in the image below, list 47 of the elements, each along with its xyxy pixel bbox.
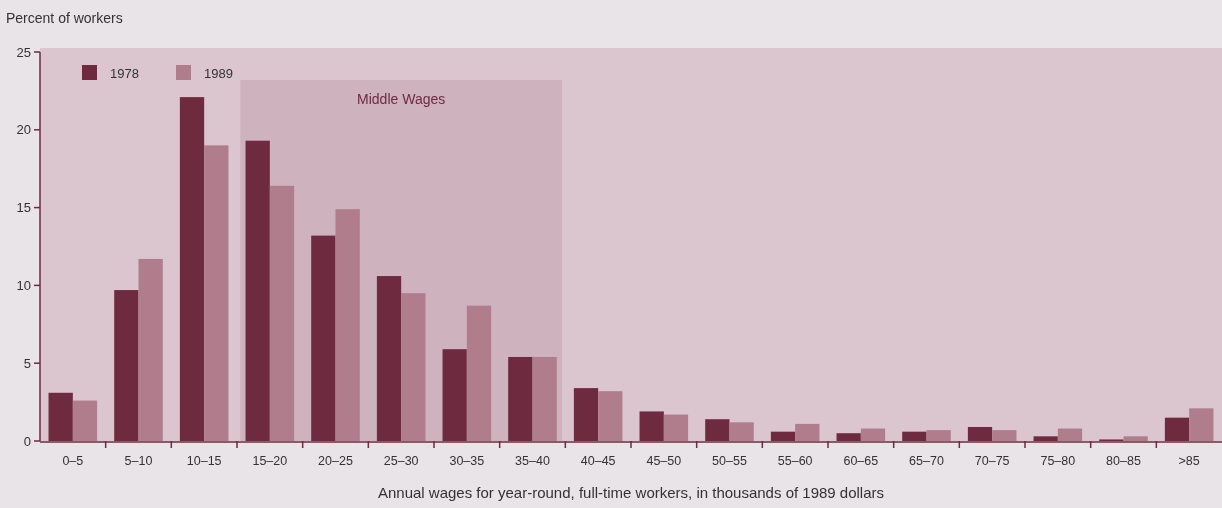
- y-tick-label: 15: [16, 200, 31, 216]
- x-tick-label: 65–70: [909, 454, 944, 468]
- x-tick-label: 25–30: [383, 454, 419, 468]
- bar: [269, 185, 295, 441]
- x-tick-label: 40–45: [580, 454, 616, 468]
- bar: [663, 414, 689, 441]
- bar: [1057, 428, 1083, 441]
- bar: [992, 430, 1017, 441]
- x-tick-label: 80–85: [1106, 454, 1141, 468]
- bar: [795, 423, 820, 441]
- x-tick-label: 75–80: [1040, 454, 1076, 468]
- y-tick-label: 0: [23, 433, 31, 449]
- bar: [335, 209, 360, 441]
- y-tick-label: 10: [16, 277, 31, 293]
- y-tick-label: 25: [16, 44, 31, 60]
- bar: [72, 400, 98, 441]
- bar: [138, 258, 163, 441]
- x-tick-label: 15–20: [252, 454, 288, 468]
- legend-label: 1989: [204, 65, 233, 81]
- x-tick-label: 0–5: [62, 454, 84, 468]
- legend-label: 1978: [110, 65, 139, 81]
- x-tick-label: 10–15: [186, 454, 222, 468]
- x-tick-label: 30–35: [449, 454, 485, 468]
- y-tick-label: 20: [16, 122, 31, 138]
- y-tick-label: 5: [23, 355, 31, 371]
- bar: [532, 356, 557, 441]
- x-tick-label: 35–40: [515, 454, 550, 468]
- bar: [1189, 408, 1214, 441]
- x-tick-label: 50–55: [712, 454, 747, 468]
- bar: [401, 293, 426, 441]
- x-tick-label: 45–50: [646, 454, 682, 468]
- x-tick-label: 5–10: [124, 454, 153, 468]
- y-axis-title: Percent of workers: [6, 10, 123, 26]
- x-tick-label: 55–60: [777, 454, 813, 468]
- x-tick-label: 70–75: [974, 454, 1010, 468]
- x-tick-label: 20–25: [318, 454, 353, 468]
- bar: [204, 145, 229, 441]
- bar: [466, 305, 492, 441]
- bar: [926, 430, 951, 441]
- x-tick-label: >85: [1178, 454, 1200, 468]
- bar: [860, 428, 886, 441]
- band-label: Middle Wages: [357, 91, 446, 107]
- bar: [729, 422, 754, 441]
- bar: [598, 391, 623, 441]
- x-tick-label: 60–65: [843, 454, 879, 468]
- x-axis-title: Annual wages for year-round, full-time workers, in thousands of 1989 dollars: [377, 484, 885, 501]
- bar: [1123, 436, 1148, 441]
